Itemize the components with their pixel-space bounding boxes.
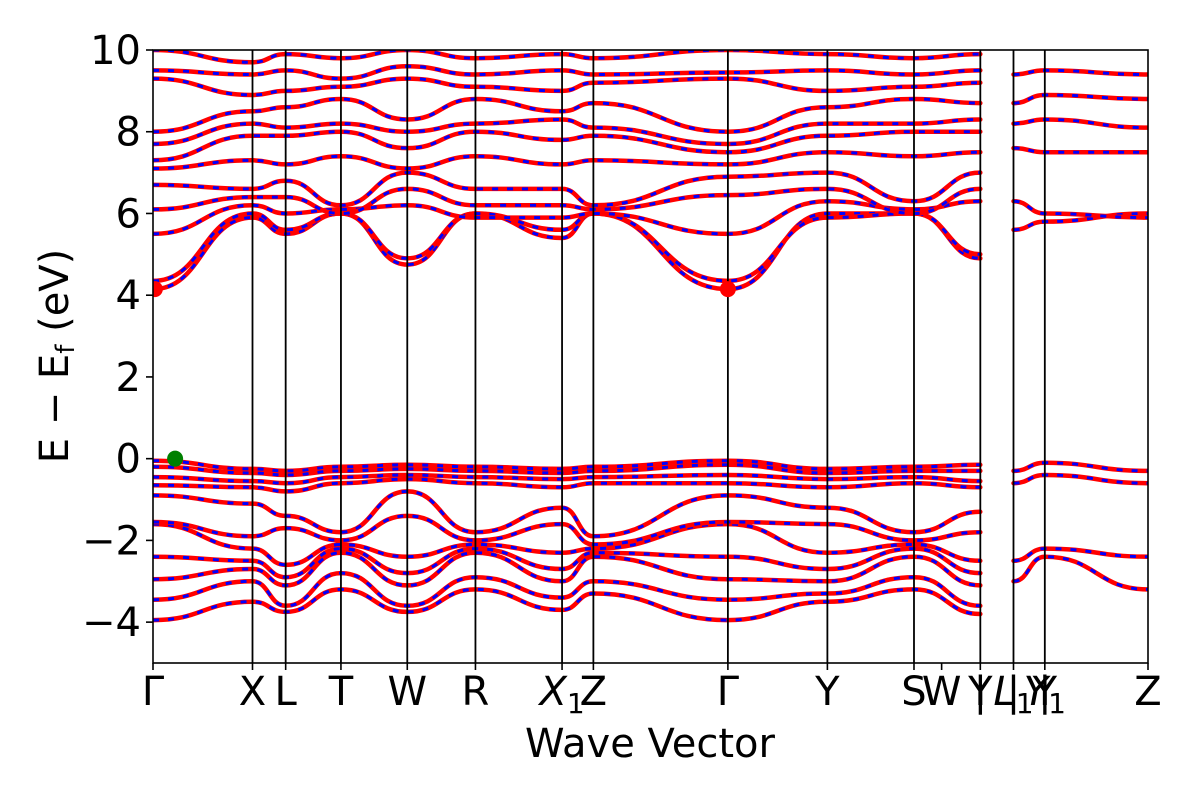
y-tick-label-6: 8	[116, 110, 141, 156]
band-dash-17	[153, 130, 981, 162]
conduction-band-minimum-marker	[719, 281, 736, 298]
band-line-30	[1011, 117, 1148, 130]
band-line-16	[153, 149, 983, 171]
band-line-21	[153, 64, 983, 81]
band-dash-1	[153, 571, 981, 608]
x-tick-label-4: W	[387, 669, 427, 715]
band-line-29	[1011, 145, 1148, 155]
band-line-10	[153, 458, 983, 474]
kpath-lines	[251, 50, 1046, 663]
band-dash-19	[153, 97, 981, 134]
y-tick-label-3: 2	[116, 355, 141, 401]
x-tick-label-19: Z	[1134, 669, 1161, 715]
x-tick-label-3: T	[328, 669, 354, 715]
x-tick-label-6: X1	[537, 669, 584, 720]
conduction-band-minimum-gamma-marker	[153, 281, 163, 298]
y-axis-label-main: E − E	[32, 354, 78, 464]
band-dash-12	[153, 211, 981, 283]
band-line-7	[153, 476, 983, 494]
x-tick-label-0: Γ	[142, 669, 165, 715]
band-dash-14	[153, 187, 981, 216]
y-tick-label-0: −4	[82, 600, 141, 646]
x-tick-label-10: S	[901, 669, 926, 715]
band-line-11	[153, 211, 983, 292]
x-tick-label-17: |	[1038, 669, 1051, 715]
band-line-32	[1011, 68, 1148, 77]
band-line-8	[153, 472, 983, 486]
y-axis-label-unit: (eV)	[32, 249, 78, 345]
y-tick-label-4: 4	[116, 273, 141, 319]
band-dash-26	[1013, 461, 1148, 473]
x-tick-label-15: |	[1007, 669, 1020, 715]
band-line-28	[1011, 198, 1148, 220]
band-dash-24	[1013, 547, 1148, 563]
bands-layer	[153, 50, 1148, 623]
band-line-26	[1011, 460, 1148, 474]
band-line-24	[1011, 546, 1148, 564]
plot-frame	[152, 49, 1149, 664]
band-line-17	[153, 129, 983, 163]
band-dash-25	[1013, 473, 1148, 485]
x-tick-label-7: Z	[580, 669, 607, 715]
x-tick-label-14: L1	[993, 669, 1033, 720]
band-line-31	[1011, 92, 1148, 106]
markers-layer	[153, 281, 736, 467]
band-line-25	[1011, 472, 1148, 486]
y-axis-label-sub: f	[51, 344, 81, 354]
band-dash-23	[1013, 555, 1148, 591]
x-tick-label-16: Y	[1032, 669, 1058, 715]
band-dash-18	[153, 117, 981, 146]
x-axis-ticks: Γ X L T W R X1Z Γ Y SW Y| L1| Y|Y1 Z	[142, 663, 1162, 720]
x-tick-label-9: Y	[814, 669, 840, 715]
y-tick-label-2: 0	[116, 437, 141, 483]
band-dash-4	[153, 522, 981, 567]
x-tick-label-2: L	[275, 669, 298, 715]
x-tick-label-13: |	[974, 669, 987, 715]
y-tick-label-7: 10	[90, 28, 141, 74]
band-line-12	[153, 211, 983, 284]
y-axis-label: E − Ef (eV)	[32, 249, 81, 464]
band-line-5	[153, 513, 983, 547]
x-axis-label: Wave Vector	[525, 721, 776, 767]
x-tick-label-8: Γ	[717, 669, 740, 715]
x-tick-label-11: W	[922, 669, 962, 715]
band-dash-15	[153, 171, 981, 207]
x-tick-label-5: R	[462, 669, 490, 715]
x-tick-label-1: X	[239, 669, 266, 715]
band-dash-28	[1013, 199, 1148, 220]
valence-band-maximum-marker	[167, 450, 184, 467]
band-line-15	[153, 170, 983, 208]
y-axis-ticks: −4 −2 0 2 4 6 8 10	[82, 28, 153, 646]
y-tick-label-5: 6	[116, 191, 141, 237]
band-dash-20	[153, 77, 981, 97]
band-dash-16	[153, 150, 981, 171]
band-line-13	[153, 198, 983, 237]
x-tick-label-12: Y	[967, 669, 993, 715]
band-line-22	[153, 50, 983, 65]
band-line-9	[153, 462, 983, 478]
x-tick-label-18: Y1	[1024, 669, 1066, 720]
band-line-20	[153, 76, 983, 98]
y-tick-label-1: −2	[82, 518, 141, 564]
band-line-23	[1011, 554, 1148, 592]
band-dash-11	[153, 211, 981, 291]
